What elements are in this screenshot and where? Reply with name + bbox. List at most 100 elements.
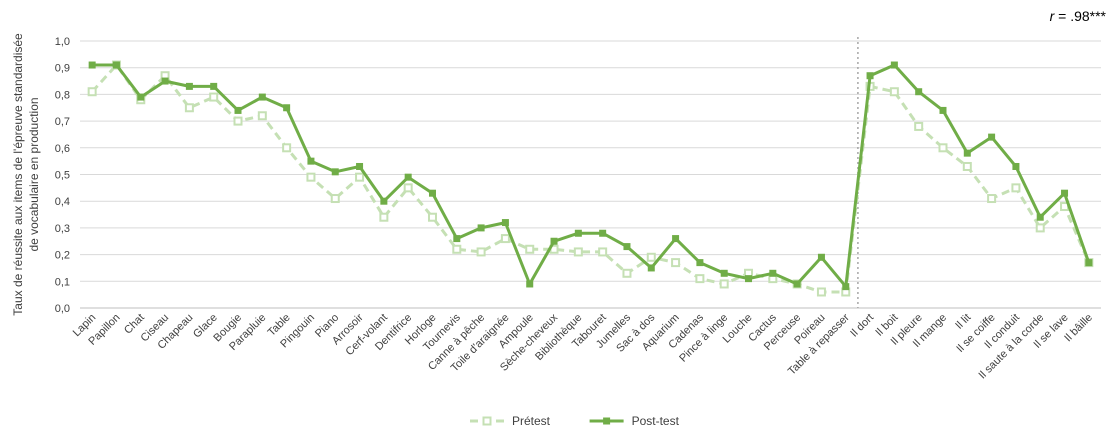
data-point: [696, 259, 704, 267]
data-point: [671, 258, 681, 268]
data-point: [938, 143, 948, 153]
data-point: [1011, 183, 1021, 193]
data-point: [452, 244, 462, 254]
data-point: [306, 172, 316, 182]
data-point: [963, 149, 971, 157]
data-point: [87, 87, 97, 97]
data-point: [233, 116, 243, 126]
data-point: [962, 161, 972, 171]
data-point: [283, 104, 291, 112]
series-lines: [87, 60, 1094, 297]
data-point: [890, 61, 898, 69]
data-point: [939, 106, 947, 114]
y-axis-title: Taux de réussite aux items de l'épreuve …: [11, 33, 41, 316]
data-point: [598, 247, 608, 257]
data-point: [209, 92, 219, 102]
data-point: [307, 157, 315, 165]
data-point: [88, 61, 96, 69]
data-point: [185, 82, 193, 90]
legend-marker: [603, 417, 611, 425]
correlation-annotation: r = .98***: [1050, 8, 1106, 24]
data-point: [769, 269, 777, 277]
data-point: [695, 274, 705, 284]
data-point: [453, 235, 461, 243]
data-point: [672, 235, 680, 243]
data-point: [161, 77, 169, 85]
data-point: [866, 72, 874, 80]
series-line: [92, 63, 1091, 289]
legend-marker: [482, 416, 492, 426]
y-tick-label: 0,9: [55, 63, 70, 75]
data-point: [258, 93, 266, 101]
data-point: [817, 253, 825, 261]
legend-label: Prétest: [512, 414, 551, 428]
x-tick-label: Il lit: [953, 312, 973, 332]
data-point: [257, 111, 267, 121]
gridlines: [80, 40, 1101, 309]
y-tick-label: 0,1: [55, 276, 70, 288]
data-point: [380, 197, 388, 205]
legend: Prétest Post-test: [470, 414, 680, 428]
data-point: [987, 194, 997, 204]
data-point: [720, 269, 728, 277]
data-point: [646, 252, 656, 262]
y-tick-label: 0,3: [55, 223, 70, 235]
y-tick-label: 0,4: [55, 196, 70, 208]
y-tick-label: 0,6: [55, 143, 70, 155]
series-line: [91, 63, 1091, 294]
y-tick-label: 0,0: [55, 303, 70, 315]
data-point: [816, 287, 826, 297]
data-point: [477, 224, 485, 232]
data-point: [355, 172, 365, 182]
y-axis-title-line: de vocabulaire en production: [27, 97, 41, 251]
data-point: [623, 243, 631, 251]
data-point: [889, 87, 899, 97]
data-point: [574, 229, 582, 237]
series-pr-test: [87, 60, 1094, 297]
data-point: [599, 229, 607, 237]
data-point: [137, 93, 145, 101]
data-point: [573, 247, 583, 257]
data-point: [915, 88, 923, 96]
y-tick-label: 0,5: [55, 170, 70, 182]
data-point: [379, 212, 389, 222]
data-point: [719, 279, 729, 289]
data-point: [1035, 223, 1045, 233]
data-point: [1085, 259, 1093, 267]
data-point: [647, 264, 655, 272]
data-point: [112, 61, 120, 69]
data-point: [356, 162, 364, 170]
data-point: [745, 275, 753, 283]
y-tick-label: 0,8: [55, 89, 70, 101]
data-point: [428, 189, 436, 197]
r-value: = .98***: [1054, 8, 1106, 24]
x-tick-label: Il bâille: [1062, 312, 1095, 345]
data-point: [842, 283, 850, 291]
data-point: [184, 103, 194, 113]
data-point: [427, 212, 437, 222]
data-point: [1012, 162, 1020, 170]
data-point: [234, 106, 242, 114]
y-tick-labels: 0,0 0,1 0,2 0,3 0,4 0,5 0,6 0,7 0,8 0,9 1,0: [55, 36, 70, 315]
data-point: [914, 121, 924, 131]
data-point: [282, 143, 292, 153]
y-tick-label: 1,0: [55, 36, 70, 48]
series-post-test: [88, 61, 1093, 291]
data-point: [476, 247, 486, 257]
r-symbol: r: [1049, 8, 1055, 24]
data-point: [500, 234, 510, 244]
data-point: [501, 219, 509, 227]
data-point: [331, 168, 339, 176]
data-point: [526, 280, 534, 288]
data-point: [988, 133, 996, 141]
data-point: [1061, 189, 1069, 197]
data-point: [550, 237, 558, 245]
data-point: [1036, 213, 1044, 221]
y-axis-title-line: Taux de réussite aux items de l'épreuve …: [11, 33, 25, 316]
data-point: [210, 82, 218, 90]
data-point: [793, 280, 801, 288]
data-point: [404, 173, 412, 181]
data-point: [403, 183, 413, 193]
